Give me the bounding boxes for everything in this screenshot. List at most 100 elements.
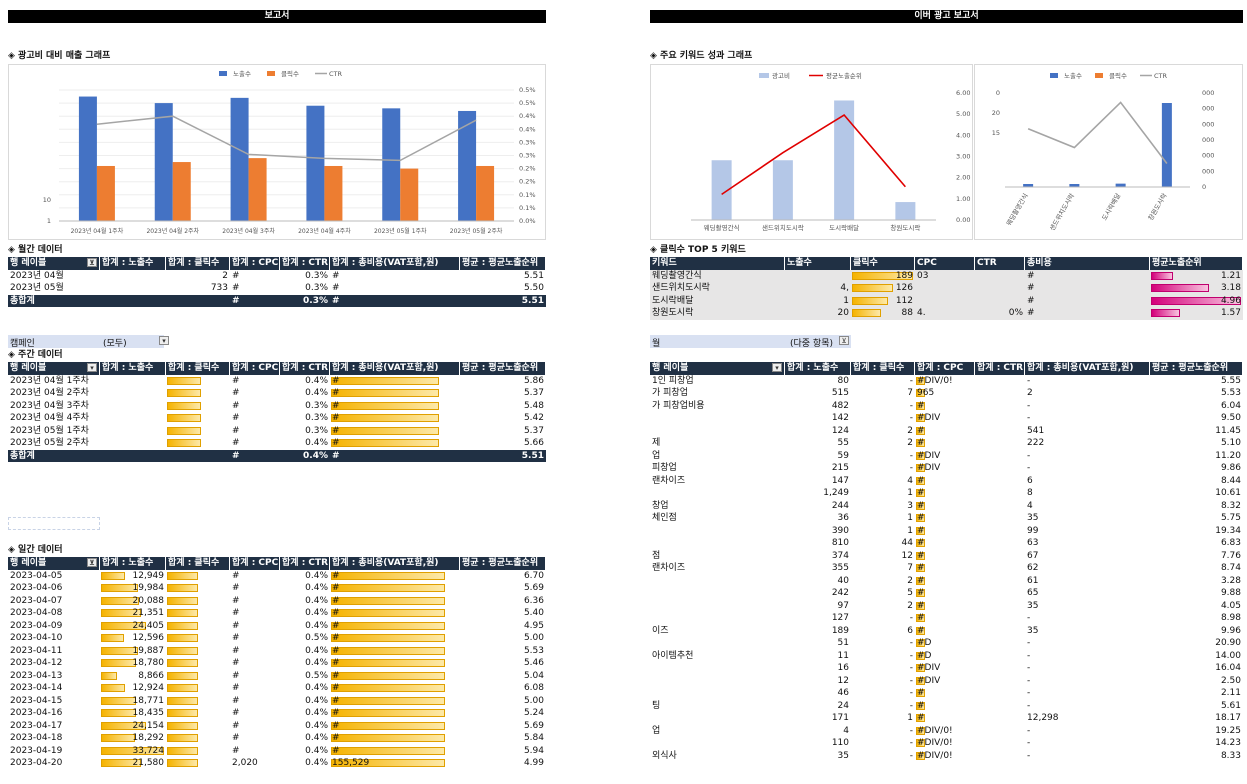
table-cell: 244 [831, 500, 849, 511]
data-bar [852, 296, 888, 305]
x-tick-label: 샌드위치도시락 [1047, 191, 1076, 232]
table-cell: # [232, 683, 240, 693]
table-row: 가 피창업비용 482- # -6.04 [650, 400, 1243, 413]
month-filter[interactable]: 월 (다중 항목) ⊻ [650, 335, 851, 349]
column-header[interactable]: 행 레이블 [8, 257, 100, 270]
table-cell [975, 550, 1025, 563]
table-cell [975, 295, 1025, 308]
table-cell: 2023년 05월 [10, 283, 64, 293]
data-bar [167, 426, 201, 435]
data-bar [916, 601, 925, 610]
daily-pivot-table[interactable]: 행 레이블 ⊻ 합계 : 노출수 합계 : 클릭수 합계 : CPC 합계 : CTR 합계… [8, 557, 546, 770]
column-header[interactable]: 행 레이블 [8, 557, 100, 570]
table-cell: 0.4% [305, 388, 328, 398]
monthly-pivot-table[interactable]: 행 레이블 ⊻ 합계 : 노출수 합계 : 클릭수 합계 : CPC 합계 : CTR 합계… [8, 257, 546, 307]
y2-tick-label: 000 [1202, 136, 1214, 144]
top5-keyword-table[interactable]: 키워드 노출수 클릭수 CPC CTR 총비용 평균노출순위 웨딩촬영간식 189 03 #1.21… [650, 257, 1243, 320]
table-cell: - [909, 450, 913, 461]
table-cell: 2 [907, 575, 913, 586]
data-bar [331, 621, 446, 630]
row-label-filter-icon[interactable]: ▾ [87, 363, 97, 372]
table-cell: 4.99 [523, 758, 544, 768]
month-filter-value: (다중 항목) [790, 339, 834, 349]
y2-tick-label: 0.00 [956, 216, 970, 224]
column-header[interactable]: 키워드 [650, 257, 785, 270]
table-cell: 19.34 [1215, 525, 1241, 536]
keyword-impr-chart[interactable]: 노출수 클릭수 CTR 0 000 000 000 000 000 000 0 20 15 웨딩촬영간식 샌… [974, 64, 1243, 240]
table-cell: #DIV [917, 450, 941, 461]
table-cell: # [917, 400, 925, 411]
table-cell: - [1027, 738, 1031, 748]
row-label-filter-icon[interactable]: ▾ [772, 363, 782, 372]
column-header[interactable]: 행 레이블 [650, 362, 785, 375]
table-header-row: 행 레이블 ⊻ 합계 : 노출수 합계 : 클릭수 합계 : CPC 합계 : CTR 합계… [8, 557, 546, 570]
y2-tick-label: 0.2% [519, 165, 536, 173]
column-header[interactable]: 행 레이블 [8, 362, 100, 375]
total-cell: # [332, 295, 340, 306]
table-cell: # [917, 513, 925, 523]
row-label-filter-icon[interactable]: ⊻ [87, 558, 97, 567]
data-bar [101, 584, 139, 592]
data-bar [916, 539, 925, 547]
data-bar [101, 646, 139, 655]
data-bar [916, 714, 925, 722]
table-cell: #DIV/0! [917, 725, 953, 736]
table-cell: - [909, 663, 913, 673]
table-cell: 8.74 [1220, 563, 1241, 573]
table-cell: # [332, 570, 340, 581]
table-cell: 아이템추천 [652, 650, 694, 661]
table-cell: 374 [831, 550, 849, 561]
table-cell: 5.37 [523, 425, 544, 436]
table-cell: # [232, 583, 240, 593]
table-cell: 0.3% [305, 425, 328, 436]
x-tick-label: 도시락배달 [1100, 191, 1123, 221]
data-bar [916, 751, 925, 760]
table-cell: # [917, 488, 925, 498]
keyword-pivot-table[interactable]: 행 레이블 ▾ 합계 : 노출수 합계 : 클릭수 합계 : CPC 합계 : CTR 합계… [650, 362, 1243, 762]
table-cell [166, 707, 230, 720]
table-cell [166, 387, 230, 400]
table-cell: 제 [652, 438, 661, 448]
table-cell: 482 [831, 400, 849, 411]
data-bar [331, 596, 446, 605]
table-cell [166, 682, 230, 695]
table-cell [975, 637, 1025, 650]
column-header: 합계 : CTR [282, 362, 330, 375]
campaign-dropdown-icon[interactable]: ▾ [159, 336, 169, 345]
weekly-pivot-table[interactable]: 행 레이블 ▾ 합계 : 노출수 합계 : 클릭수 합계 : CPC 합계 : CTR 합계… [8, 362, 546, 462]
table-cell: 5.24 [523, 708, 544, 718]
table-cell: 0.3% [305, 413, 328, 423]
table-cell: - [909, 725, 913, 736]
campaign-filter[interactable]: 캠페인 (모두) ▾ [8, 335, 169, 349]
table-cell: - [1027, 463, 1031, 473]
table-row: 171 1 #12,298 18.17 [650, 712, 1243, 725]
month-filter-icon[interactable]: ⊻ [839, 336, 849, 345]
weekly-chart[interactable]: 노출수 클릭수 CTR 0.0% 0.1% 0.1% 0.2% 0.2% 0.3% 0.3% 0.4… [8, 64, 546, 240]
data-bar [167, 376, 201, 385]
click-bar [324, 165, 343, 221]
table-cell [785, 270, 851, 283]
row-label-filter-icon[interactable]: ⊻ [87, 258, 97, 267]
table-cell: 3.28 [1220, 575, 1241, 586]
table-cell: - [909, 738, 913, 748]
table-row: 2023-04-13 8,866 #0.5% #5.04 [8, 670, 546, 683]
data-bar [167, 439, 201, 447]
table-cell: 0.4% [305, 708, 328, 718]
table-cell [975, 450, 1025, 463]
table-cell: # [332, 633, 340, 643]
y2-tick-label: 5.00 [956, 110, 970, 118]
y2-tick-label: 3.00 [956, 153, 970, 161]
table-cell: 97 [837, 600, 849, 611]
table-cell: 6.70 [523, 570, 544, 581]
table-row: 2023-04-14 12,924 #0.4% #6.08 [8, 682, 546, 695]
keyword-cost-chart[interactable]: 광고비 평균노출순위 0.00 1.00 2.00 3.00 4.00 5.00 6.00 웨딩촬… [650, 64, 973, 240]
y-tick-label: 15 [992, 129, 1000, 137]
table-cell: # [232, 608, 240, 618]
table-cell: # [917, 550, 925, 561]
column-header: 합계 : 클릭수 [851, 362, 915, 375]
table-cell: 랜차이즈 [652, 475, 686, 486]
table-cell: 2023-04-13 [10, 670, 63, 681]
table-cell: - [1027, 750, 1031, 761]
data-bar [916, 426, 925, 435]
data-bar [916, 614, 925, 622]
